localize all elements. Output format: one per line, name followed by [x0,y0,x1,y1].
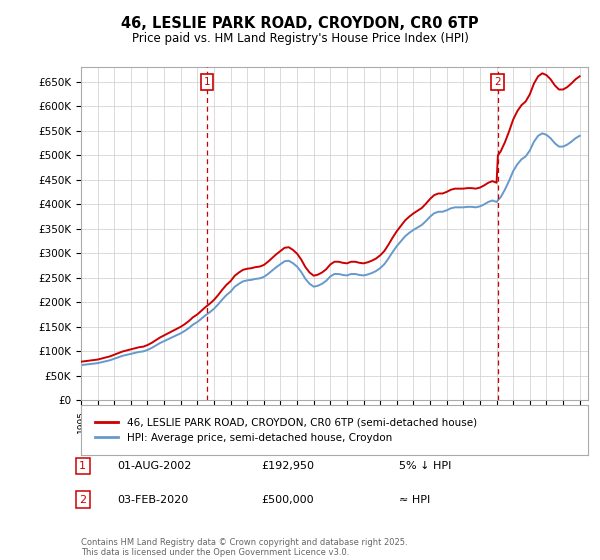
Text: Contains HM Land Registry data © Crown copyright and database right 2025.
This d: Contains HM Land Registry data © Crown c… [81,538,407,557]
Text: 03-FEB-2020: 03-FEB-2020 [117,494,188,505]
Text: Price paid vs. HM Land Registry's House Price Index (HPI): Price paid vs. HM Land Registry's House … [131,32,469,45]
Text: 2: 2 [79,494,86,505]
Text: £192,950: £192,950 [261,461,314,471]
Text: 1: 1 [79,461,86,471]
Text: 5% ↓ HPI: 5% ↓ HPI [399,461,451,471]
Text: £500,000: £500,000 [261,494,314,505]
Text: 46, LESLIE PARK ROAD, CROYDON, CR0 6TP: 46, LESLIE PARK ROAD, CROYDON, CR0 6TP [121,16,479,31]
Text: 2: 2 [494,77,501,87]
Text: 1: 1 [203,77,211,87]
Text: 01-AUG-2002: 01-AUG-2002 [117,461,191,471]
Text: ≈ HPI: ≈ HPI [399,494,430,505]
Legend: 46, LESLIE PARK ROAD, CROYDON, CR0 6TP (semi-detached house), HPI: Average price: 46, LESLIE PARK ROAD, CROYDON, CR0 6TP (… [91,413,481,447]
